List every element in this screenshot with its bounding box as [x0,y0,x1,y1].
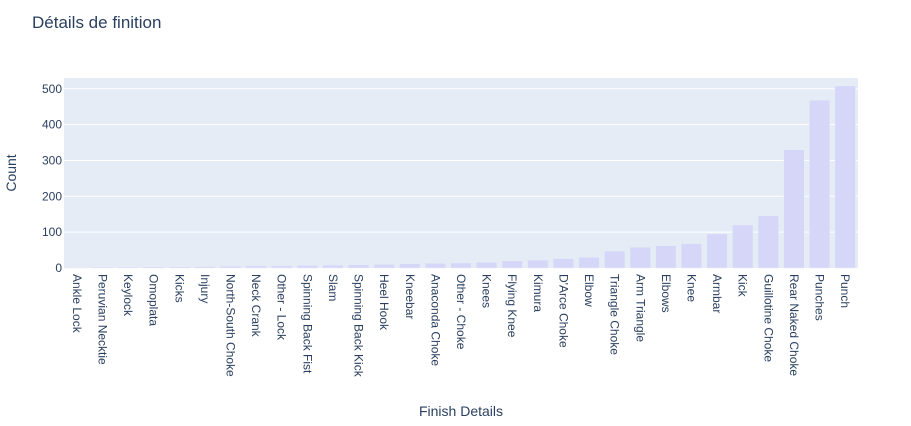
bar[interactable] [578,256,600,269]
y-tick-label: 0 [55,261,62,275]
y-tick-label: 300 [42,153,62,167]
x-tick-label: Heel Hook [377,274,391,331]
x-tick-label: Omoplata [147,274,161,326]
bar[interactable] [629,246,651,269]
y-tick-label: 200 [42,189,62,203]
x-tick-label: Knees [480,274,494,308]
bar[interactable] [476,262,498,269]
bar[interactable] [117,267,139,269]
bar[interactable] [91,267,113,269]
x-tick-label: North-South Choke [223,274,237,377]
x-tick-label: Punch [838,274,852,308]
x-tick-label: Flying Knee [505,274,519,338]
bar[interactable] [732,224,754,269]
x-tick-label: Rear Naked Choke [787,274,801,376]
y-tick-label: 400 [42,118,62,132]
x-tick-label: Knee [685,274,699,302]
bar[interactable] [424,263,446,269]
bar[interactable] [809,99,831,269]
bars [66,85,856,269]
bar[interactable] [604,250,626,269]
x-tick-label: Other - Choke [454,274,468,350]
bar[interactable] [450,262,472,269]
y-axis-title: Count [3,154,19,191]
x-tick-label: Kneebar [403,274,417,319]
bar[interactable] [399,263,421,269]
bar[interactable] [501,260,523,269]
x-tick-label: Ankle Lock [70,274,84,334]
bar[interactable] [757,215,779,269]
bar[interactable] [219,265,241,269]
bar[interactable] [552,258,574,269]
y-axis-ticks: 0 100 200 300 400 500 [42,82,62,275]
x-tick-label: Anaconda Choke [428,274,442,366]
gridlines [64,88,858,233]
bar[interactable] [168,266,190,269]
bar[interactable] [271,265,293,269]
bar[interactable] [706,233,728,269]
bar[interactable] [143,266,165,269]
x-tick-label: Neck Crank [249,274,263,338]
x-axis-ticks: Ankle Lock Peruvian Necktie Keylock Omoplat… [70,274,852,378]
x-tick-label: Peruvian Necktie [95,274,109,365]
bar[interactable] [681,243,703,269]
x-tick-label: Punches [813,274,827,321]
x-tick-label: D'Arce Choke [556,274,570,348]
x-tick-label: Armbar [710,274,724,313]
bar[interactable] [373,264,395,269]
bar[interactable] [834,85,856,269]
y-tick-label: 500 [42,82,62,96]
chart-title: Détails de finition [32,13,161,32]
x-tick-label: Elbow [582,274,596,307]
x-tick-label: Kimura [531,274,545,312]
bar[interactable] [527,259,549,269]
x-tick-label: Other - Lock [275,274,289,341]
x-tick-label: Spinning Back Fist [300,274,314,374]
bar[interactable] [245,265,267,269]
x-tick-label: Slam [326,274,340,301]
bar[interactable] [783,149,805,269]
x-tick-label: Kick [736,274,750,298]
bar[interactable] [348,264,370,269]
bar[interactable] [194,266,216,269]
y-tick-label: 100 [42,225,62,239]
x-tick-label: Kicks [172,274,186,303]
x-tick-label: Guillotine Choke [761,274,775,362]
bar[interactable] [655,245,677,269]
x-tick-label: Elbows [659,274,673,313]
x-tick-label: Triangle Choke [608,274,622,355]
x-tick-label: Spinning Back Kick [352,274,366,378]
x-axis-title: Finish Details [419,403,503,419]
x-tick-label: Arm Triangle [633,274,647,342]
bar[interactable] [296,265,318,269]
x-tick-label: Keylock [121,274,135,317]
x-tick-label: Injury [198,274,212,303]
bar[interactable] [322,264,344,269]
